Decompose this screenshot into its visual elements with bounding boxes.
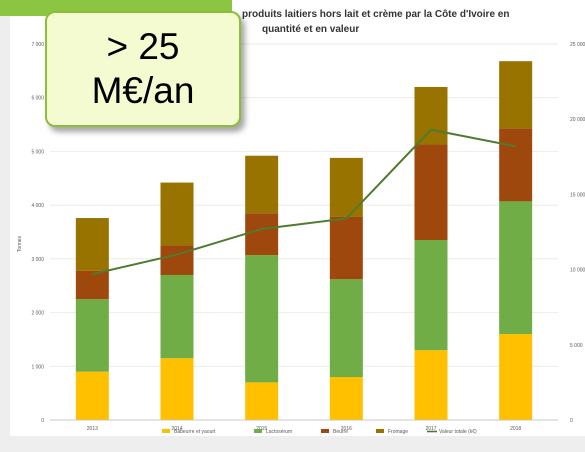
value-line-path	[92, 128, 516, 276]
right-tick-label: 25 000	[570, 42, 585, 48]
right-axis: 0 5 000 10 000 15 000 20 000 25 000	[570, 42, 585, 424]
right-tick-label: 5 000	[570, 343, 583, 349]
legend-swatch	[376, 429, 384, 433]
bar-segment-lactoserum	[329, 279, 363, 378]
legend: Babeurre et yaourt Lactosérum Beurre Fromag…	[162, 429, 477, 435]
legend-label: Beurre	[333, 429, 348, 435]
legend-label: Babeurre et yaourt	[174, 429, 216, 435]
bar-segment-beurre	[160, 245, 194, 275]
left-tick-label: 0	[41, 418, 44, 424]
left-tick-label: 6 000	[31, 96, 44, 102]
bar-segment-babeurre	[414, 350, 448, 420]
bar-segment-fromage	[499, 61, 533, 129]
x-tick-label: 2014	[171, 426, 182, 432]
bar-segment-lactoserum	[414, 240, 448, 351]
callout-line-2: M€/an	[91, 70, 195, 111]
legend-swatch	[162, 429, 170, 433]
bar-segment-beurre	[414, 144, 448, 241]
value-line	[92, 128, 516, 276]
bar-segment-lactoserum	[499, 201, 533, 335]
x-tick-label: 2018	[510, 426, 521, 432]
bars	[75, 61, 533, 420]
chart-title-line2: quantité et en valeur	[262, 24, 359, 35]
bar-segment-beurre	[499, 128, 533, 202]
left-tick-label: 1 000	[31, 364, 44, 370]
right-tick-label: 15 000	[570, 192, 585, 198]
left-axis: 0 1 000 2 000 3 000 4 000 5 000 6 000 7 000	[31, 42, 44, 424]
bar-segment-babeurre	[245, 382, 279, 420]
legend-label: Lactosérum	[266, 429, 292, 435]
legend-swatch	[254, 429, 262, 433]
right-tick-label: 0	[570, 418, 573, 424]
bar-segment-babeurre	[75, 371, 109, 420]
legend-label: Fromage	[388, 429, 408, 435]
legend-label: Valeur totale (k€)	[439, 429, 477, 435]
bar-segment-babeurre	[329, 377, 363, 420]
bar-segment-lactoserum	[75, 299, 109, 372]
bar-segment-fromage	[245, 155, 279, 214]
bar-segment-babeurre	[499, 334, 533, 420]
callout-line-1: > 25	[106, 25, 180, 67]
x-tick-label: 2013	[87, 426, 98, 432]
x-tick-label: 2016	[341, 426, 352, 432]
left-tick-label: 2 000	[31, 311, 44, 317]
bar-segment-lactoserum	[160, 274, 194, 359]
bar-segment-lactoserum	[245, 255, 279, 383]
legend-swatch	[321, 429, 329, 433]
left-tick-label: 3 000	[31, 257, 44, 263]
left-tick-label: 5 000	[31, 149, 44, 155]
left-axis-title: Tonnes	[17, 235, 23, 252]
bar-segment-fromage	[160, 182, 194, 246]
bar-segment-beurre	[245, 213, 279, 256]
bar-segment-fromage	[414, 86, 448, 145]
chart-title-line1: produits laitiers hors lait et crème par…	[242, 9, 509, 20]
bar-segment-fromage	[329, 157, 363, 217]
right-tick-label: 10 000	[570, 268, 585, 274]
callout-box: > 25 M€/an	[45, 11, 241, 127]
bar-segment-beurre	[329, 216, 363, 280]
bar-segment-fromage	[75, 218, 109, 271]
x-axis: 201320142015201620172018	[50, 419, 558, 432]
bar-segment-beurre	[75, 270, 109, 300]
bar-segment-babeurre	[160, 358, 194, 420]
left-tick-label: 4 000	[31, 203, 44, 209]
left-tick-label: 7 000	[31, 42, 44, 48]
stacked-bar-chart: produits laitiers hors lait et crème par…	[17, 9, 585, 435]
right-tick-label: 20 000	[570, 117, 585, 123]
x-tick-label: 2017	[425, 426, 436, 432]
